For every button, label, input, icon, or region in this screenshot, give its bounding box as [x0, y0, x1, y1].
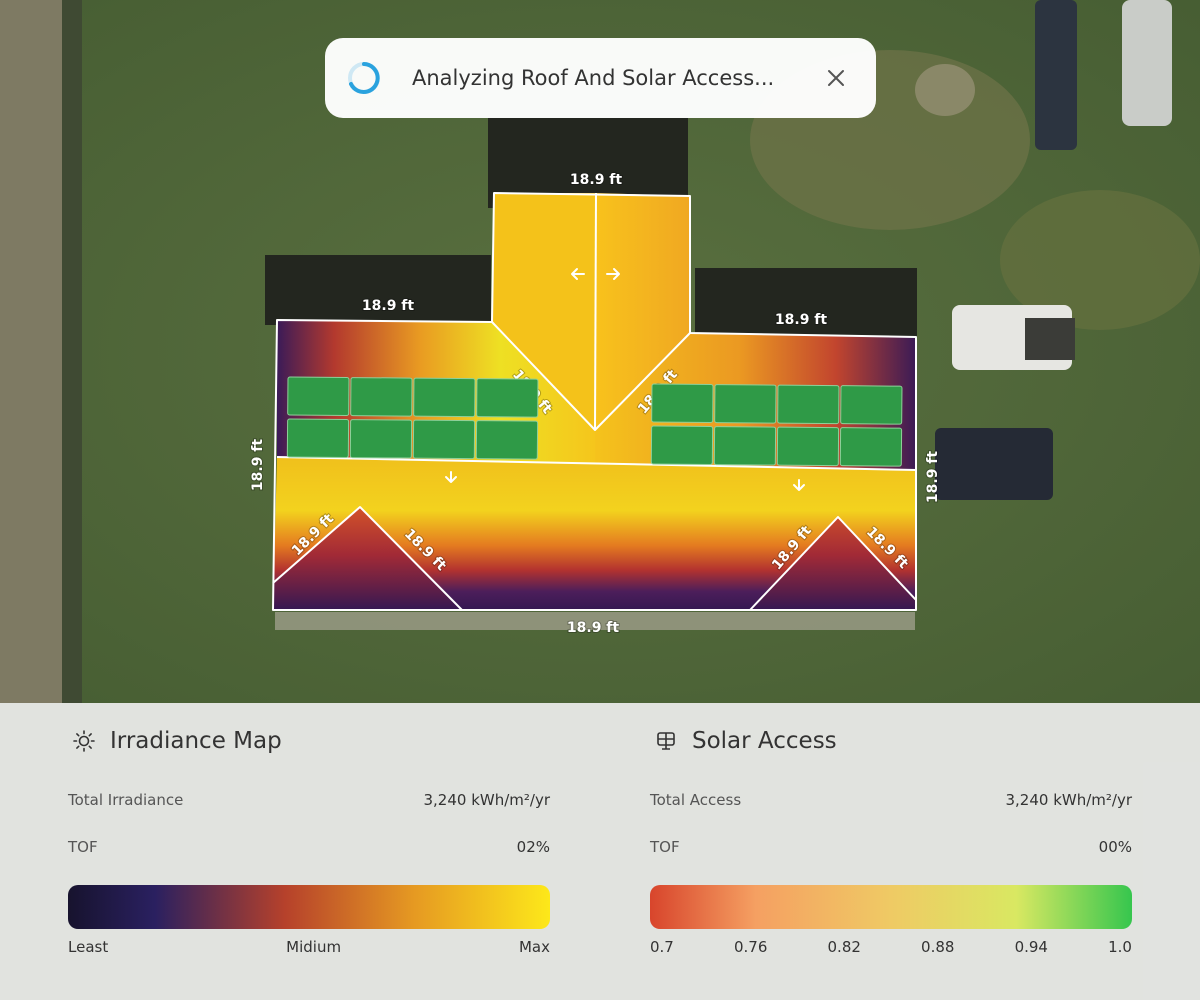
- solar-panel: [349, 419, 413, 459]
- dimension-label: 18.9 ft: [567, 620, 620, 636]
- solar-panel: [777, 384, 840, 425]
- section-title: Solar Access: [692, 728, 837, 754]
- metric-value: 02%: [516, 838, 550, 856]
- metric-row: Total Access 3,240 kWh/m²/yr: [650, 791, 1132, 809]
- aerial-map: 18.9 ft 18.9 ft 18.9 ft 18.9 ft 18.9 ft …: [0, 0, 1200, 703]
- building-shadow: [695, 268, 917, 338]
- solar-panel: [413, 377, 476, 418]
- irradiance-gradient: [68, 885, 550, 929]
- scale-label: Midium: [286, 938, 342, 956]
- scale-label: 1.0: [1108, 938, 1132, 956]
- scale-labels: 0.7 0.76 0.82 0.88 0.94 1.0: [650, 938, 1132, 956]
- driveway: [275, 612, 915, 630]
- vehicle: [1035, 0, 1077, 150]
- analysis-panel: Irradiance Map Total Irradiance 3,240 kWh…: [0, 703, 1200, 1000]
- solar-panel-groups: [286, 376, 903, 467]
- roof-facet: [273, 507, 462, 610]
- scale-label: Max: [518, 938, 550, 956]
- solar-access-gradient: [650, 885, 1132, 929]
- roof-facet: [750, 517, 916, 610]
- roof-facet: [492, 193, 596, 430]
- solar-panel: [350, 377, 413, 417]
- metric-label: Total Access: [650, 791, 742, 809]
- slope-arrows: [445, 268, 805, 491]
- dimension-label: 18.9 ft: [925, 451, 941, 504]
- road-edge: [62, 0, 82, 703]
- solar-panel: [776, 426, 840, 467]
- scale-labels: Least Midium Max: [68, 938, 550, 956]
- scale-label: 0.82: [827, 938, 861, 956]
- tree: [915, 64, 975, 116]
- scale-label: 0.94: [1014, 938, 1048, 956]
- building-shadow: [265, 255, 491, 325]
- solar-panel: [714, 384, 777, 424]
- metric-row: TOF 00%: [650, 838, 1132, 856]
- metric-row: Total Irradiance 3,240 kWh/m²/yr: [68, 791, 550, 809]
- dimension-label: 18.9 ft: [775, 312, 828, 328]
- scale-label: Least: [68, 938, 109, 956]
- toast-message: Analyzing Roof And Solar Access...: [412, 66, 774, 90]
- panel-array: [286, 376, 539, 460]
- roof-facet: [595, 193, 690, 430]
- vehicle: [1122, 0, 1172, 126]
- sun-icon: [73, 730, 95, 752]
- solar-panel: [839, 427, 903, 467]
- panel-icon: [657, 732, 675, 750]
- vehicle: [935, 428, 1053, 500]
- solar-panel: [651, 383, 714, 424]
- solar-panel: [650, 425, 714, 466]
- scale-label: 0.7: [650, 938, 674, 956]
- roof-outline: [272, 192, 917, 611]
- section-header: Solar Access: [654, 727, 837, 755]
- metric-label: TOF: [650, 838, 680, 856]
- close-button[interactable]: [822, 64, 850, 92]
- solar-panel: [287, 376, 350, 417]
- dimension-label: 18.9 ft: [250, 439, 266, 492]
- solar-panel: [412, 419, 476, 460]
- metric-row: TOF 02%: [68, 838, 550, 856]
- dimension-label: 18.9 ft: [362, 298, 415, 314]
- scale-label: 0.76: [733, 938, 768, 956]
- solar-panel: [840, 385, 903, 425]
- solar-panel: [713, 426, 777, 466]
- dry-patch: [1000, 190, 1200, 330]
- section-header: Irradiance Map: [72, 727, 282, 755]
- toast: Analyzing Roof And Solar Access...: [325, 38, 876, 118]
- solar-panel: [476, 378, 539, 418]
- panel-array: [650, 383, 903, 467]
- dirt-road: [0, 0, 62, 703]
- dimension-label: 18.9 ft: [570, 172, 623, 188]
- metric-value: 3,240 kWh/m²/yr: [1005, 791, 1132, 809]
- solar-panel: [286, 418, 350, 459]
- vehicle-bed: [1025, 318, 1075, 360]
- metric-value: 00%: [1098, 838, 1132, 856]
- metric-label: TOF: [68, 838, 98, 856]
- metric-value: 3,240 kWh/m²/yr: [423, 791, 550, 809]
- roof-facet: [273, 457, 916, 610]
- section-title: Irradiance Map: [110, 728, 282, 754]
- spinner: [349, 62, 380, 94]
- solar-panel: [475, 420, 539, 460]
- metric-label: Total Irradiance: [68, 791, 184, 809]
- scale-label: 0.88: [921, 938, 955, 956]
